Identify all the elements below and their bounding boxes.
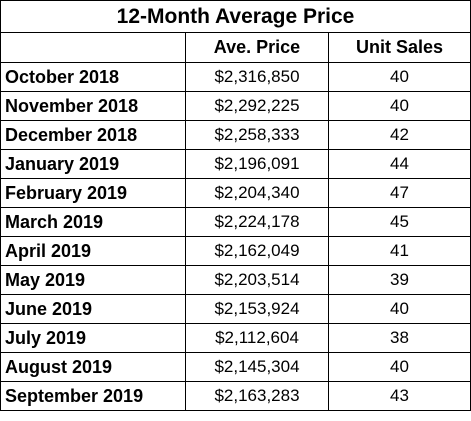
price-cell: $2,153,924: [185, 294, 329, 324]
table-title: 12-Month Average Price: [0, 0, 471, 33]
table-row: September 2019 $2,163,283 43: [0, 381, 471, 411]
month-cell: July 2019: [0, 323, 186, 353]
header-row: Ave. Price Unit Sales: [0, 32, 471, 63]
price-cell: $2,224,178: [185, 207, 329, 237]
month-cell: August 2019: [0, 352, 186, 382]
title-row: 12-Month Average Price: [0, 0, 471, 33]
table-row: October 2018 $2,316,850 40: [0, 62, 471, 92]
header-month: [0, 32, 186, 63]
price-cell: $2,292,225: [185, 91, 329, 121]
month-cell: March 2019: [0, 207, 186, 237]
unit-sales-cell: 40: [328, 62, 471, 92]
price-cell: $2,204,340: [185, 178, 329, 208]
month-cell: February 2019: [0, 178, 186, 208]
month-cell: January 2019: [0, 149, 186, 179]
unit-sales-cell: 42: [328, 120, 471, 150]
header-unit-sales: Unit Sales: [328, 32, 471, 63]
header-ave-price: Ave. Price: [185, 32, 329, 63]
table-row: December 2018 $2,258,333 42: [0, 120, 471, 150]
unit-sales-cell: 40: [328, 294, 471, 324]
unit-sales-cell: 39: [328, 265, 471, 295]
month-cell: September 2019: [0, 381, 186, 411]
month-cell: May 2019: [0, 265, 186, 295]
table-row: August 2019 $2,145,304 40: [0, 352, 471, 382]
table-row: January 2019 $2,196,091 44: [0, 149, 471, 179]
month-cell: April 2019: [0, 236, 186, 266]
price-cell: $2,145,304: [185, 352, 329, 382]
price-cell: $2,258,333: [185, 120, 329, 150]
unit-sales-cell: 38: [328, 323, 471, 353]
unit-sales-cell: 40: [328, 352, 471, 382]
unit-sales-cell: 45: [328, 207, 471, 237]
month-cell: December 2018: [0, 120, 186, 150]
month-cell: June 2019: [0, 294, 186, 324]
price-cell: $2,112,604: [185, 323, 329, 353]
unit-sales-cell: 41: [328, 236, 471, 266]
price-cell: $2,163,283: [185, 381, 329, 411]
price-cell: $2,203,514: [185, 265, 329, 295]
unit-sales-cell: 47: [328, 178, 471, 208]
table-row: July 2019 $2,112,604 38: [0, 323, 471, 353]
unit-sales-cell: 40: [328, 91, 471, 121]
price-cell: $2,162,049: [185, 236, 329, 266]
table-row: May 2019 $2,203,514 39: [0, 265, 471, 295]
table-row: April 2019 $2,162,049 41: [0, 236, 471, 266]
average-price-table: 12-Month Average Price Ave. Price Unit S…: [0, 0, 471, 411]
table-row: November 2018 $2,292,225 40: [0, 91, 471, 121]
month-cell: October 2018: [0, 62, 186, 92]
price-cell: $2,316,850: [185, 62, 329, 92]
unit-sales-cell: 44: [328, 149, 471, 179]
month-cell: November 2018: [0, 91, 186, 121]
unit-sales-cell: 43: [328, 381, 471, 411]
price-cell: $2,196,091: [185, 149, 329, 179]
table-row: June 2019 $2,153,924 40: [0, 294, 471, 324]
table-row: February 2019 $2,204,340 47: [0, 178, 471, 208]
table-row: March 2019 $2,224,178 45: [0, 207, 471, 237]
